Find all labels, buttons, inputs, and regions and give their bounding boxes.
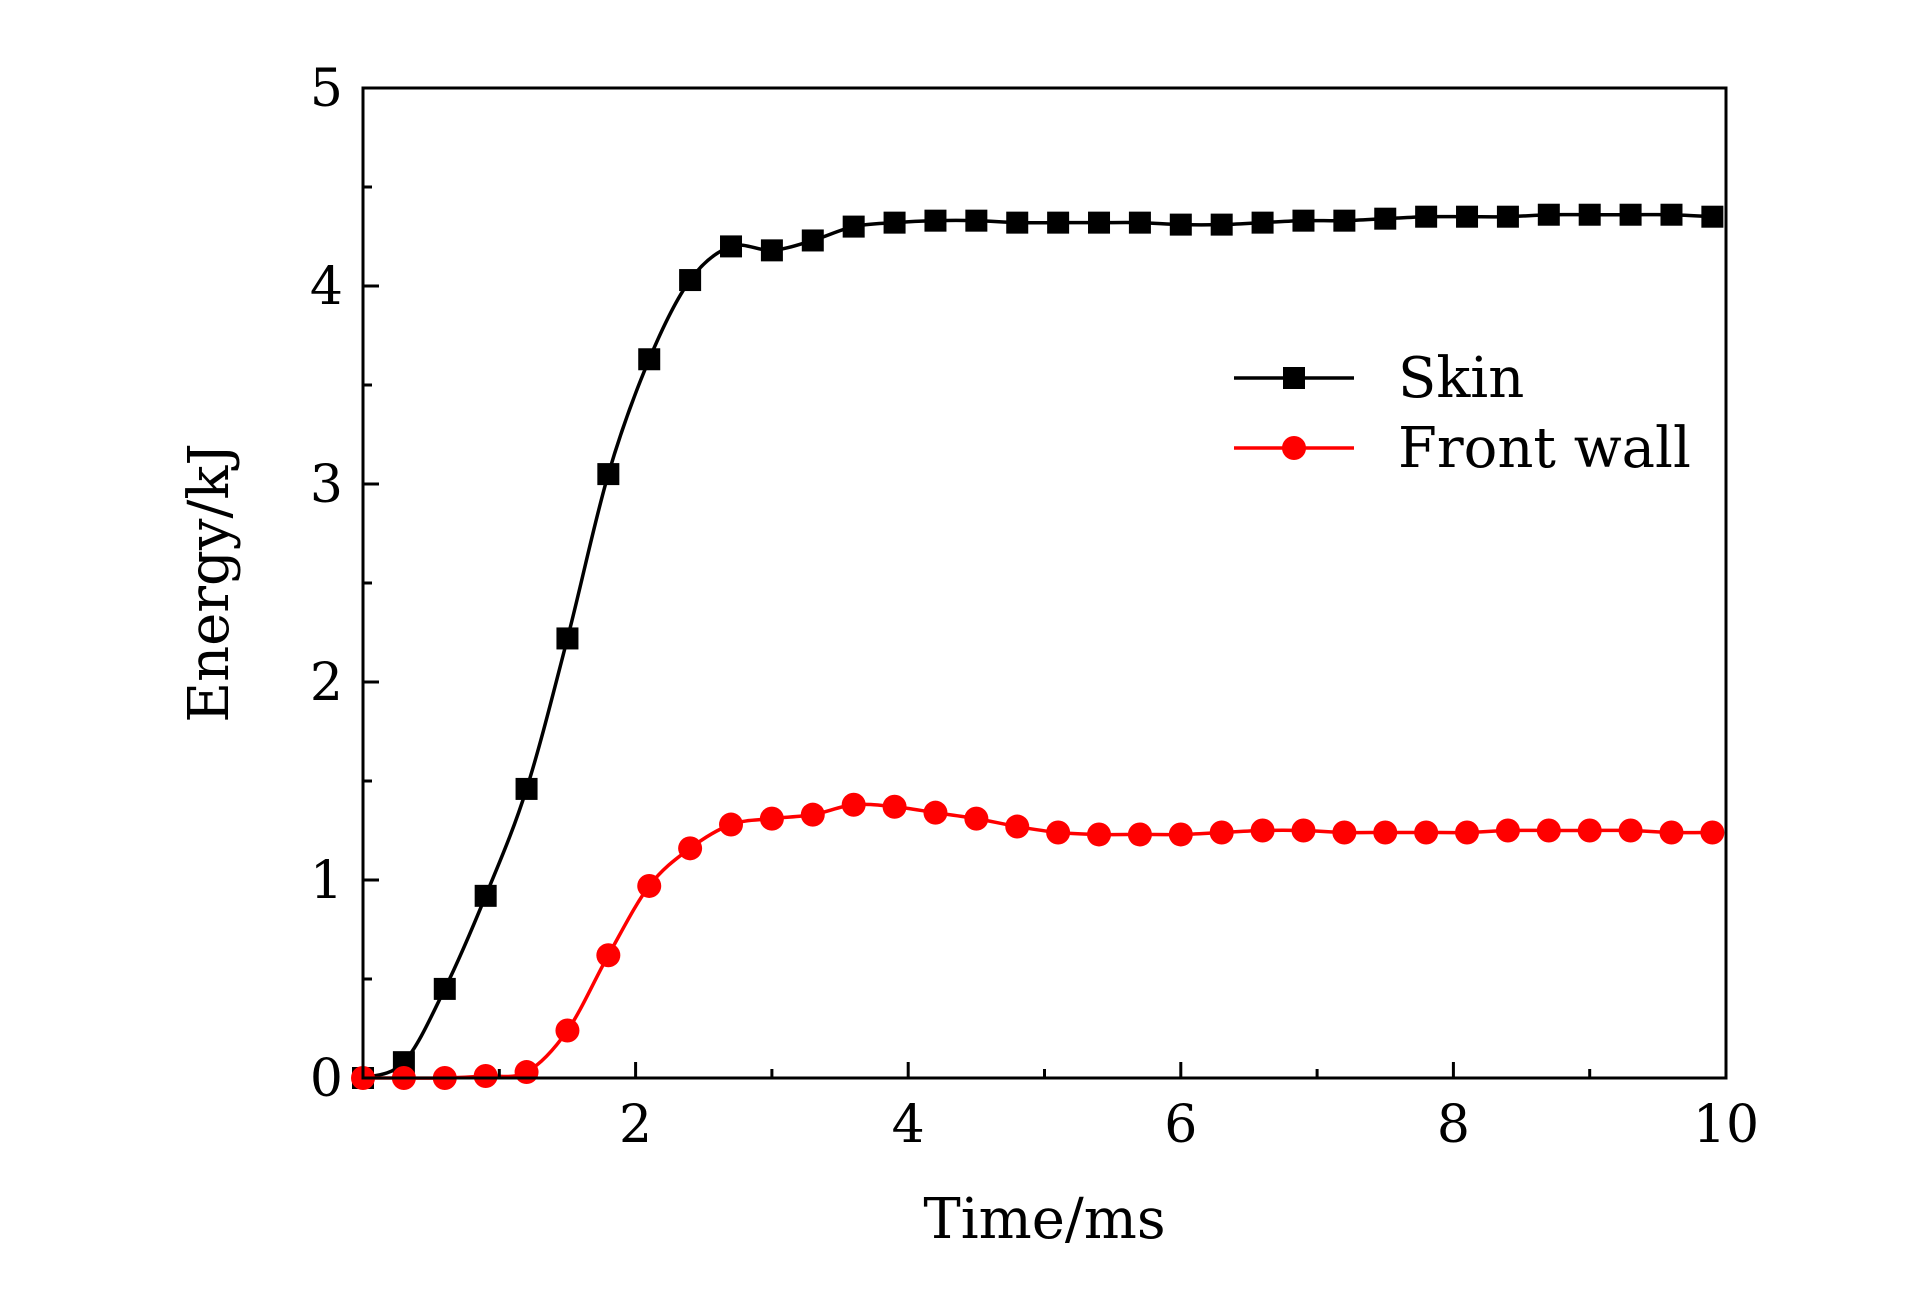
data-point-skin: [1292, 209, 1315, 232]
data-point-front-wall: [637, 873, 662, 898]
legend-item-skin: Skin: [1234, 346, 1524, 411]
data-point-skin: [1333, 209, 1356, 232]
data-point-skin: [474, 884, 497, 907]
data-point-front-wall: [596, 943, 621, 968]
data-point-front-wall: [678, 836, 703, 861]
data-point-front-wall: [1536, 818, 1561, 843]
data-point-skin: [842, 215, 865, 238]
data-point-skin: [1578, 203, 1601, 226]
data-point-front-wall: [759, 806, 784, 831]
data-point-skin: [1619, 203, 1642, 226]
data-point-front-wall: [1414, 820, 1439, 845]
series-front-wall: [351, 792, 1725, 1090]
data-point-skin: [433, 977, 456, 1000]
x-tick-label: 8: [1437, 1095, 1470, 1155]
data-point-skin: [1128, 211, 1151, 234]
data-point-skin: [1496, 205, 1519, 228]
data-point-skin: [1169, 213, 1192, 236]
series-line-front-wall: [362, 802, 1713, 1080]
data-point-skin: [1047, 211, 1070, 234]
data-point-skin: [1210, 213, 1233, 236]
data-point-front-wall: [800, 802, 825, 827]
y-tick-label: 4: [310, 257, 343, 317]
data-point-front-wall: [514, 1060, 539, 1085]
data-point-skin: [679, 269, 702, 292]
data-point-front-wall: [1577, 818, 1602, 843]
data-point-skin: [1415, 205, 1438, 228]
data-point-front-wall: [1291, 818, 1316, 843]
data-point-front-wall: [1495, 818, 1520, 843]
series-skin: [352, 203, 1724, 1089]
data-point-front-wall: [1455, 820, 1480, 845]
data-point-skin: [1537, 203, 1560, 226]
data-point-skin: [801, 229, 824, 252]
data-point-skin: [638, 348, 661, 371]
data-point-front-wall: [1168, 822, 1193, 847]
legend-item-front-wall: Front wall: [1234, 416, 1691, 481]
axis-ticks: 2 4 6 8 10 0 1 2 3 4 5: [310, 59, 1759, 1155]
data-point-skin: [1701, 205, 1724, 228]
data-point-front-wall: [1005, 814, 1030, 839]
legend: Skin Front wall: [1234, 346, 1691, 481]
x-tick-label: 2: [619, 1095, 652, 1155]
x-tick-label: 4: [892, 1095, 925, 1155]
y-tick-label: 3: [310, 455, 343, 515]
y-tick-label: 2: [310, 653, 343, 713]
plot-area: [351, 203, 1725, 1090]
data-point-front-wall: [923, 800, 948, 825]
data-point-skin: [1088, 211, 1111, 234]
data-point-front-wall: [555, 1018, 580, 1043]
data-point-skin: [556, 627, 579, 650]
x-axis-label: Time/ms: [923, 1187, 1165, 1252]
data-point-skin: [1251, 211, 1274, 234]
data-point-skin: [515, 777, 538, 800]
legend-label-front-wall: Front wall: [1398, 416, 1691, 481]
data-point-front-wall: [1087, 822, 1112, 847]
data-point-skin: [720, 235, 743, 258]
data-point-front-wall: [1046, 820, 1071, 845]
data-point-skin: [597, 463, 620, 486]
y-tick-label: 0: [310, 1049, 343, 1109]
data-point-front-wall: [1373, 820, 1398, 845]
legend-marker-skin: [1283, 367, 1305, 389]
plot-frame: [361, 86, 1728, 1080]
data-point-skin: [760, 239, 783, 262]
data-point-skin: [883, 211, 906, 234]
data-point-front-wall: [473, 1064, 498, 1089]
legend-label-skin: Skin: [1398, 346, 1524, 411]
data-point-skin: [965, 209, 988, 232]
data-point-front-wall: [841, 792, 866, 817]
y-axis-label: Energy/kJ: [177, 443, 242, 723]
data-point-skin: [1374, 207, 1397, 230]
data-point-front-wall: [1250, 818, 1275, 843]
data-point-front-wall: [1659, 820, 1684, 845]
data-point-front-wall: [719, 812, 744, 837]
x-tick-label: 6: [1164, 1095, 1197, 1155]
data-point-skin: [1456, 205, 1479, 228]
data-point-front-wall: [1618, 818, 1643, 843]
y-tick-label: 1: [310, 851, 343, 911]
y-tick-label: 5: [310, 59, 343, 119]
data-point-front-wall: [1700, 820, 1725, 845]
x-tick-label: 10: [1693, 1095, 1759, 1155]
data-point-front-wall: [1209, 820, 1234, 845]
data-point-skin: [924, 209, 947, 232]
legend-marker-front-wall: [1282, 436, 1306, 460]
data-point-front-wall: [882, 794, 907, 819]
data-point-front-wall: [1332, 820, 1357, 845]
data-point-skin: [1006, 211, 1029, 234]
data-point-skin: [1660, 203, 1683, 226]
data-point-front-wall: [964, 806, 989, 831]
data-point-front-wall: [1127, 822, 1152, 847]
